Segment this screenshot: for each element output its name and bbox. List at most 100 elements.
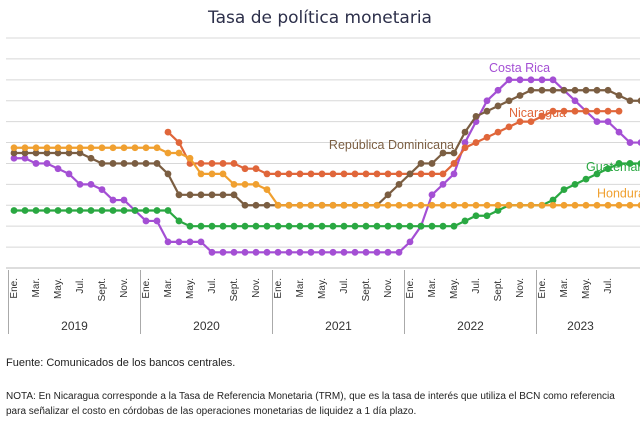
data-point bbox=[384, 201, 392, 209]
data-point bbox=[175, 191, 183, 199]
data-point bbox=[296, 201, 304, 209]
data-point bbox=[318, 222, 326, 230]
data-point bbox=[516, 76, 524, 84]
data-point bbox=[142, 160, 150, 167]
data-point bbox=[164, 128, 172, 136]
data-point bbox=[65, 207, 73, 214]
data-point bbox=[230, 222, 238, 230]
data-point bbox=[197, 238, 205, 246]
data-point bbox=[219, 191, 227, 199]
data-point bbox=[274, 222, 282, 230]
data-point bbox=[439, 222, 447, 230]
data-point bbox=[21, 154, 29, 162]
year-label: 2022 bbox=[457, 319, 484, 333]
data-point bbox=[164, 238, 172, 246]
data-point bbox=[516, 201, 524, 209]
data-point bbox=[252, 165, 260, 173]
data-point bbox=[505, 97, 513, 105]
data-point bbox=[615, 128, 623, 136]
data-point bbox=[263, 186, 271, 193]
data-point bbox=[219, 222, 227, 230]
data-point bbox=[417, 170, 425, 178]
data-point bbox=[604, 201, 612, 209]
data-point bbox=[494, 86, 502, 94]
data-point bbox=[406, 238, 414, 246]
data-point bbox=[197, 222, 205, 230]
data-point bbox=[329, 248, 337, 256]
data-point bbox=[483, 107, 491, 115]
data-point bbox=[549, 86, 557, 94]
x-tick-label: Ene. bbox=[405, 278, 416, 299]
data-point bbox=[637, 97, 640, 104]
data-point bbox=[582, 86, 590, 94]
data-point bbox=[175, 217, 183, 225]
data-point bbox=[615, 201, 623, 209]
data-point bbox=[560, 186, 568, 193]
data-point bbox=[230, 160, 238, 167]
data-point bbox=[604, 165, 612, 173]
data-point bbox=[21, 144, 29, 152]
data-point bbox=[76, 144, 84, 152]
data-point bbox=[395, 248, 403, 256]
data-point bbox=[43, 207, 51, 214]
data-point bbox=[549, 201, 557, 209]
data-point bbox=[637, 202, 640, 209]
data-point bbox=[351, 248, 359, 256]
data-point bbox=[428, 201, 436, 209]
data-point bbox=[395, 222, 403, 230]
data-point bbox=[120, 196, 128, 204]
data-point bbox=[208, 222, 216, 230]
data-point bbox=[32, 144, 40, 152]
series-line bbox=[14, 78, 640, 254]
data-point bbox=[186, 222, 194, 230]
data-point bbox=[164, 170, 172, 178]
data-point bbox=[428, 170, 436, 178]
data-point bbox=[571, 86, 579, 94]
data-point bbox=[263, 248, 271, 256]
data-point bbox=[505, 76, 513, 84]
data-point bbox=[43, 149, 51, 157]
data-point bbox=[604, 118, 612, 126]
data-point bbox=[340, 201, 348, 209]
data-point bbox=[230, 191, 238, 199]
policy-rate-chart: Ene. Mar. May. Jul. Sept. Nov. Ene. Mar. May. Jul… bbox=[6, 37, 640, 334]
data-point bbox=[263, 170, 271, 178]
year-label: 2021 bbox=[325, 319, 352, 333]
data-point bbox=[494, 102, 502, 110]
data-point bbox=[32, 160, 40, 167]
x-tick-label: Sept. bbox=[361, 278, 372, 301]
data-point bbox=[142, 144, 150, 152]
data-point bbox=[186, 191, 194, 199]
data-point bbox=[307, 248, 315, 256]
data-point bbox=[98, 144, 106, 152]
data-point bbox=[406, 201, 414, 209]
data-point bbox=[527, 201, 535, 209]
data-point bbox=[384, 222, 392, 230]
data-point bbox=[615, 107, 623, 115]
data-point bbox=[120, 160, 128, 167]
x-tick-label: Nov. bbox=[251, 278, 262, 298]
data-point bbox=[461, 139, 469, 146]
data-point bbox=[120, 207, 128, 214]
series-label: Costa Rica bbox=[489, 61, 550, 75]
data-point bbox=[98, 160, 106, 167]
data-point bbox=[505, 123, 513, 131]
data-point bbox=[98, 186, 106, 193]
data-point bbox=[439, 180, 447, 188]
series-label: Honduras bbox=[597, 186, 640, 200]
data-point bbox=[593, 170, 601, 178]
x-tick-label: Jul. bbox=[207, 278, 218, 294]
data-point bbox=[54, 165, 62, 173]
data-point bbox=[87, 144, 95, 152]
x-tick-label: Jul. bbox=[75, 278, 86, 294]
data-point bbox=[450, 149, 458, 157]
data-point bbox=[428, 160, 436, 167]
data-point bbox=[197, 160, 205, 167]
data-point bbox=[593, 201, 601, 209]
x-tick-label: Mar. bbox=[31, 278, 42, 297]
data-point bbox=[439, 170, 447, 178]
data-point bbox=[153, 160, 161, 167]
data-point bbox=[307, 201, 315, 209]
x-tick-label: Sept. bbox=[97, 278, 108, 301]
data-point bbox=[439, 149, 447, 157]
